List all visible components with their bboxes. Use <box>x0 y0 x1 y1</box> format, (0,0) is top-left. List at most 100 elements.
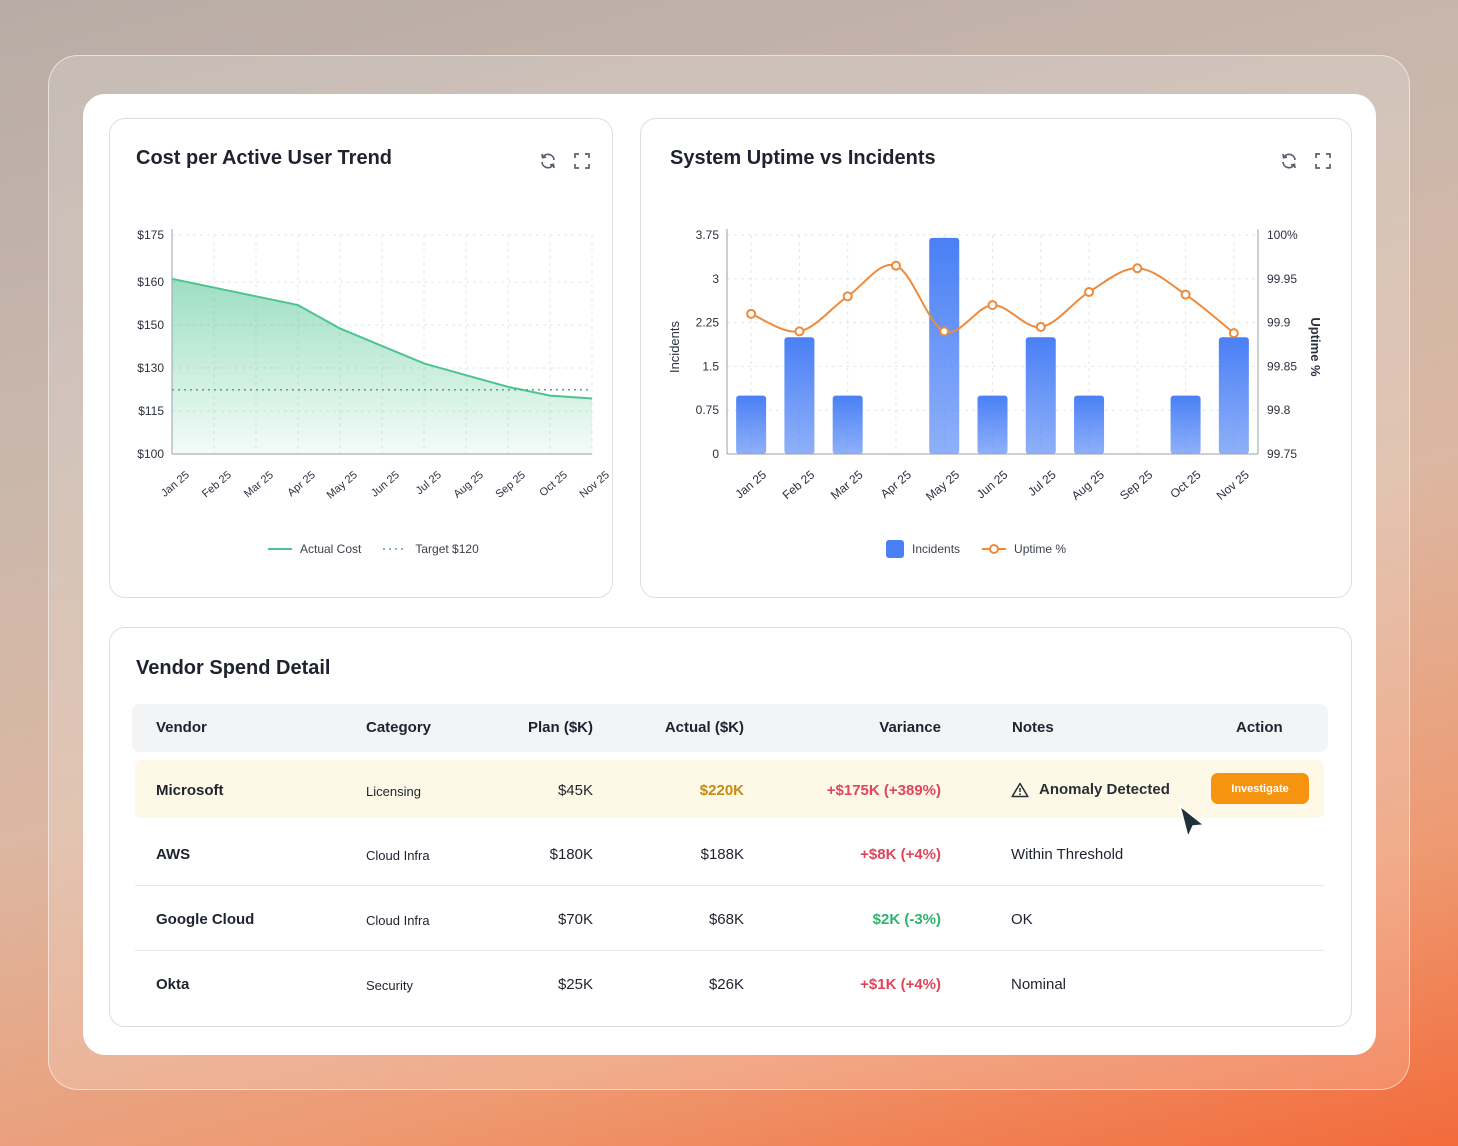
uptime-point <box>987 300 998 311</box>
cell-actual: $220K <box>699 782 744 799</box>
y-axis-label: Incidents <box>667 320 682 373</box>
cell-variance: +$1K (+4%) <box>860 976 941 993</box>
cell-vendor: Okta <box>156 976 190 993</box>
table-row-aws[interactable]: AWS Cloud Infra $180K $188K +$8K (+4%) W… <box>135 822 1324 886</box>
header-variance[interactable]: Variance <box>879 719 941 736</box>
cell-vendor: Google Cloud <box>156 911 255 928</box>
uptime-chart: 0 99.75 0.75 99.8 1.5 99.85 2.25 99.9 3 99.95 3.75… <box>667 228 1323 504</box>
uptime-point <box>1132 263 1143 274</box>
x-tick-label: Aug 25 <box>451 469 485 501</box>
cell-variance: +$175K (+389%) <box>826 782 941 799</box>
cell-actual: $188K <box>700 846 744 863</box>
table-header: Vendor Category Plan ($K) Actual ($K) Va… <box>132 704 1328 752</box>
x-tick-label: Sep 25 <box>1117 467 1155 502</box>
expand-icon[interactable] <box>1313 151 1333 171</box>
panel-title: Vendor Spend Detail <box>136 657 331 679</box>
mouse-cursor-icon <box>1179 805 1205 838</box>
investigate-button[interactable]: Investigate <box>1211 773 1309 804</box>
notes-text: Anomaly Detected <box>1039 781 1170 798</box>
x-tick-label: Jan 25 <box>732 467 769 501</box>
cell-variance: +$8K (+4%) <box>860 846 941 863</box>
actual-cost-area <box>172 278 592 454</box>
uptime-point <box>1084 286 1095 297</box>
y-right-tick-label: 99.75 <box>1267 447 1297 461</box>
refresh-icon[interactable] <box>538 151 558 171</box>
incident-bar <box>1218 337 1249 454</box>
x-tick-label: Oct 25 <box>1167 467 1203 501</box>
legend-line-marker-icon <box>982 544 1007 554</box>
y-tick-label: $100 <box>137 447 164 461</box>
cell-vendor: AWS <box>156 846 191 863</box>
legend-uptime: Uptime % <box>982 542 1066 556</box>
expand-icon[interactable] <box>572 151 592 171</box>
legend-label: Uptime % <box>1014 542 1067 556</box>
y-tick-label: $130 <box>137 361 164 375</box>
x-tick-label: Oct 25 <box>537 469 570 499</box>
y-tick-label: $150 <box>137 318 164 332</box>
cell-actual: $68K <box>708 911 744 928</box>
y-tick-label: 2.25 <box>696 316 720 330</box>
x-tick-label: Nov 25 <box>578 469 612 501</box>
legend-actual-cost: Actual Cost <box>268 542 361 556</box>
y-tick-label: $175 <box>137 228 164 242</box>
header-plan[interactable]: Plan ($K) <box>527 719 593 736</box>
y-tick-label: 3 <box>712 272 719 286</box>
refresh-icon[interactable] <box>1279 151 1299 171</box>
panel-title: System Uptime vs Incidents <box>670 147 936 169</box>
x-tick-label: Jan 25 <box>159 469 192 499</box>
y-tick-label: 1.5 <box>702 359 719 373</box>
header-actual[interactable]: Actual ($K) <box>664 719 744 736</box>
header-notes[interactable]: Notes <box>1012 719 1054 736</box>
incident-bar <box>1025 337 1056 454</box>
uptime-point <box>1180 289 1191 300</box>
incident-bar <box>832 395 863 454</box>
cell-notes: Within Threshold <box>1011 846 1124 863</box>
table-row-microsoft[interactable]: Microsoft Licensing $45K $220K +$175K (+… <box>135 760 1324 818</box>
incident-bar <box>1170 395 1201 454</box>
x-tick-label: Mar 25 <box>828 467 866 502</box>
x-tick-label: May 25 <box>325 469 360 501</box>
cell-category: Cloud Infra <box>366 848 430 863</box>
uptime-panel: System Uptime vs Incidents 0 99.75 0.75 99.… <box>640 118 1352 598</box>
legend-dotted-icon <box>383 548 408 550</box>
y-tick-label: 3.75 <box>696 228 720 242</box>
header-category[interactable]: Category <box>366 719 432 736</box>
x-tick-label: Jul 25 <box>414 469 444 497</box>
y-right-tick-label: 99.95 <box>1267 272 1297 286</box>
legend-target: Target $120 <box>383 542 479 556</box>
incident-bar <box>977 395 1008 454</box>
panel-title: Cost per Active User Trend <box>136 147 393 169</box>
x-tick-label: Sep 25 <box>493 469 527 501</box>
x-tick-label: Jun 25 <box>369 469 402 499</box>
uptime-point <box>1228 328 1239 339</box>
cell-category: Security <box>366 978 413 993</box>
x-tick-label: Apr 25 <box>285 469 318 499</box>
incident-bar <box>929 237 960 454</box>
cell-plan: $45K <box>557 782 593 799</box>
header-vendor[interactable]: Vendor <box>156 719 207 736</box>
y-tick-label: 0.75 <box>696 403 720 417</box>
uptime-point <box>890 260 901 271</box>
incident-bar <box>1074 395 1105 454</box>
header-action: Action <box>1236 719 1283 736</box>
x-tick-label: Feb 25 <box>200 469 234 500</box>
x-tick-label: Feb 25 <box>780 467 818 502</box>
legend-incidents: Incidents <box>886 540 960 558</box>
x-tick-label: Aug 25 <box>1069 467 1107 502</box>
cell-notes: Nominal <box>1011 976 1067 993</box>
uptime-point <box>842 291 853 302</box>
uptime-point <box>746 308 757 319</box>
y-right-tick-label: 99.9 <box>1267 316 1291 330</box>
y-right-axis-label: Uptime % <box>1308 317 1323 377</box>
legend-label: Target $120 <box>415 542 479 556</box>
cell-variance: $2K (-3%) <box>872 911 941 928</box>
cost-per-user-panel: Cost per Active User Trend $100 $115 $130 $… <box>109 118 613 598</box>
y-tick-label: $115 <box>138 404 164 418</box>
y-tick-label: 0 <box>712 447 719 461</box>
table-row-okta[interactable]: Okta Security $25K $26K +$1K (+4%) Nomin… <box>135 952 1324 1016</box>
cost-chart: $100 $115 $130 $150 $160 $175 Jan 25 Feb 25 Mar … <box>137 228 612 501</box>
y-tick-label: $160 <box>137 275 164 289</box>
cell-plan: $25K <box>557 976 593 993</box>
y-right-tick-label: 99.8 <box>1267 403 1291 417</box>
table-row-google-cloud[interactable]: Google Cloud Cloud Infra $70K $68K $2K (… <box>135 887 1324 951</box>
